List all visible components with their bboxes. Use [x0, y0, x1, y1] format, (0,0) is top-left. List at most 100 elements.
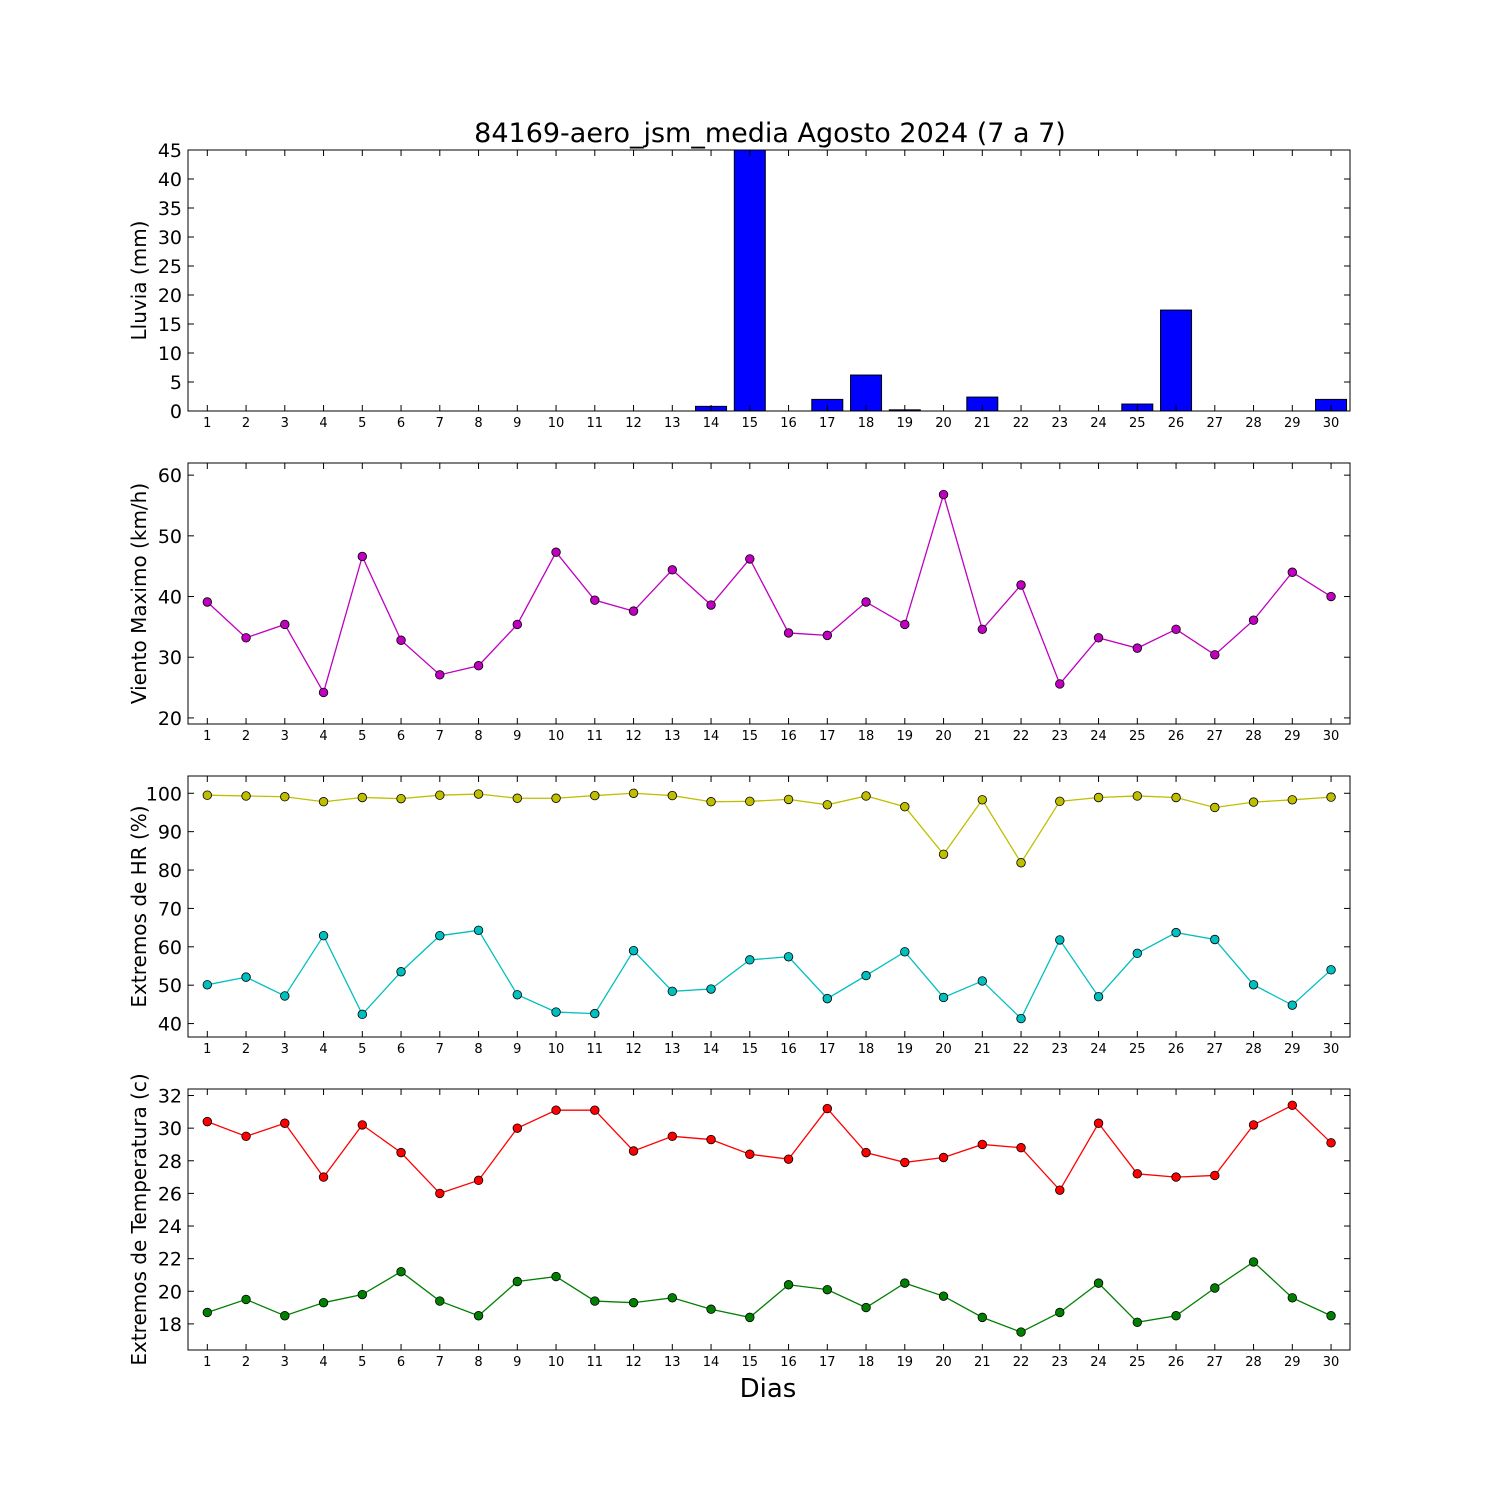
- x-tick-label: 5: [358, 729, 366, 744]
- data-point: [473, 1311, 484, 1321]
- x-tick-label: 19: [897, 416, 914, 431]
- y-tick-label: 26: [158, 1183, 182, 1205]
- x-tick-label: 14: [703, 729, 720, 744]
- x-tick-label: 22: [1013, 1042, 1030, 1057]
- data-point: [900, 1157, 910, 1168]
- x-tick-label: 9: [513, 1042, 521, 1057]
- x-tick-label: 8: [474, 1042, 482, 1057]
- data-point: [512, 1276, 523, 1287]
- data-point: [1248, 615, 1259, 625]
- x-tick-label: 28: [1245, 729, 1262, 744]
- x-tick-label: 7: [436, 1042, 444, 1057]
- x-tick-label: 1: [203, 416, 211, 431]
- data-point: [396, 1147, 406, 1158]
- data-point: [1093, 633, 1104, 643]
- data-point: [822, 993, 833, 1004]
- x-tick-label: 15: [742, 729, 759, 744]
- x-tick-label: 14: [703, 1355, 720, 1370]
- y-tick-label: 50: [158, 526, 182, 548]
- data-point: [938, 992, 949, 1003]
- data-point: [667, 1131, 678, 1142]
- x-tick-label: 23: [1052, 729, 1069, 744]
- x-tick-label: 7: [436, 1355, 444, 1370]
- x-tick-label: 13: [664, 729, 681, 744]
- x-tick-label: 23: [1052, 416, 1069, 431]
- data-point: [202, 980, 213, 990]
- x-tick-label: 17: [819, 416, 836, 431]
- x-tick-label: 3: [281, 1355, 289, 1370]
- y-tick-label: 5: [170, 372, 182, 394]
- x-tick-label: 25: [1129, 729, 1146, 744]
- data-point: [1287, 1000, 1298, 1010]
- data-point: [551, 793, 561, 803]
- data-point: [1055, 796, 1065, 807]
- data-point: [590, 1105, 600, 1115]
- y-tick-label: 100: [146, 783, 182, 805]
- data-point: [706, 600, 716, 610]
- data-point: [1016, 1143, 1026, 1153]
- x-tick-label: 20: [935, 416, 952, 431]
- x-tick-label: 18: [858, 1042, 875, 1057]
- data-point: [938, 849, 949, 860]
- x-tick-label: 14: [703, 416, 720, 431]
- data-point: [628, 1297, 639, 1308]
- x-tick-label: 20: [935, 729, 952, 744]
- data-point: [628, 606, 639, 616]
- x-tick-label: 5: [358, 416, 366, 431]
- y-tick-label: 80: [158, 860, 182, 882]
- y-tick-label: 90: [158, 822, 182, 844]
- data-point: [706, 1304, 716, 1314]
- data-point: [512, 990, 523, 1000]
- data-point: [280, 1118, 290, 1128]
- data-point: [435, 1296, 445, 1306]
- x-tick-label: 27: [1207, 1042, 1224, 1057]
- data-point: [1326, 591, 1336, 602]
- data-point: [357, 1289, 368, 1300]
- data-point: [241, 633, 251, 643]
- data-point: [745, 554, 755, 564]
- series-line: [207, 1261, 1332, 1333]
- data-point: [590, 1296, 600, 1306]
- data-point: [435, 930, 445, 941]
- x-tick-label: 12: [625, 416, 642, 431]
- data-point: [280, 991, 290, 1001]
- x-tick-label: 28: [1245, 416, 1262, 431]
- data-point: [1248, 1257, 1259, 1267]
- plot-frame: [187, 775, 1351, 1038]
- y-tick-label: 15: [158, 314, 182, 336]
- data-point: [628, 788, 639, 798]
- data-point: [1248, 980, 1259, 990]
- data-point: [1287, 795, 1298, 805]
- data-point: [1093, 792, 1104, 803]
- x-tick-label: 12: [625, 1355, 642, 1370]
- data-point: [822, 1284, 833, 1295]
- x-tick-label: 4: [319, 729, 327, 744]
- x-tick-label: 11: [587, 1355, 604, 1370]
- data-point: [706, 797, 716, 807]
- x-tick-label: 3: [281, 416, 289, 431]
- data-point: [1132, 1317, 1143, 1327]
- x-tick-label: 21: [974, 1042, 991, 1057]
- y-tick-label: 60: [158, 937, 182, 959]
- y-axis-label: Extremos de HR (%): [127, 805, 151, 1007]
- x-tick-label: 22: [1013, 729, 1030, 744]
- data-point: [822, 630, 833, 641]
- x-tick-label: 20: [935, 1042, 952, 1057]
- x-tick-label: 3: [281, 729, 289, 744]
- x-tick-label: 15: [742, 1042, 759, 1057]
- data-point: [357, 1120, 368, 1130]
- y-tick-label: 40: [158, 169, 182, 191]
- plot-frame: [187, 149, 1351, 412]
- x-tick-label: 30: [1323, 1355, 1340, 1370]
- data-point: [1093, 1118, 1104, 1128]
- x-tick-label: 1: [203, 1042, 211, 1057]
- x-tick-label: 6: [397, 416, 405, 431]
- x-tick-label: 29: [1284, 729, 1301, 744]
- x-tick-label: 13: [664, 1042, 681, 1057]
- x-tick-label: 23: [1052, 1355, 1069, 1370]
- data-point: [473, 1175, 484, 1186]
- data-point: [1016, 1013, 1026, 1024]
- x-tick-label: 6: [397, 1355, 405, 1370]
